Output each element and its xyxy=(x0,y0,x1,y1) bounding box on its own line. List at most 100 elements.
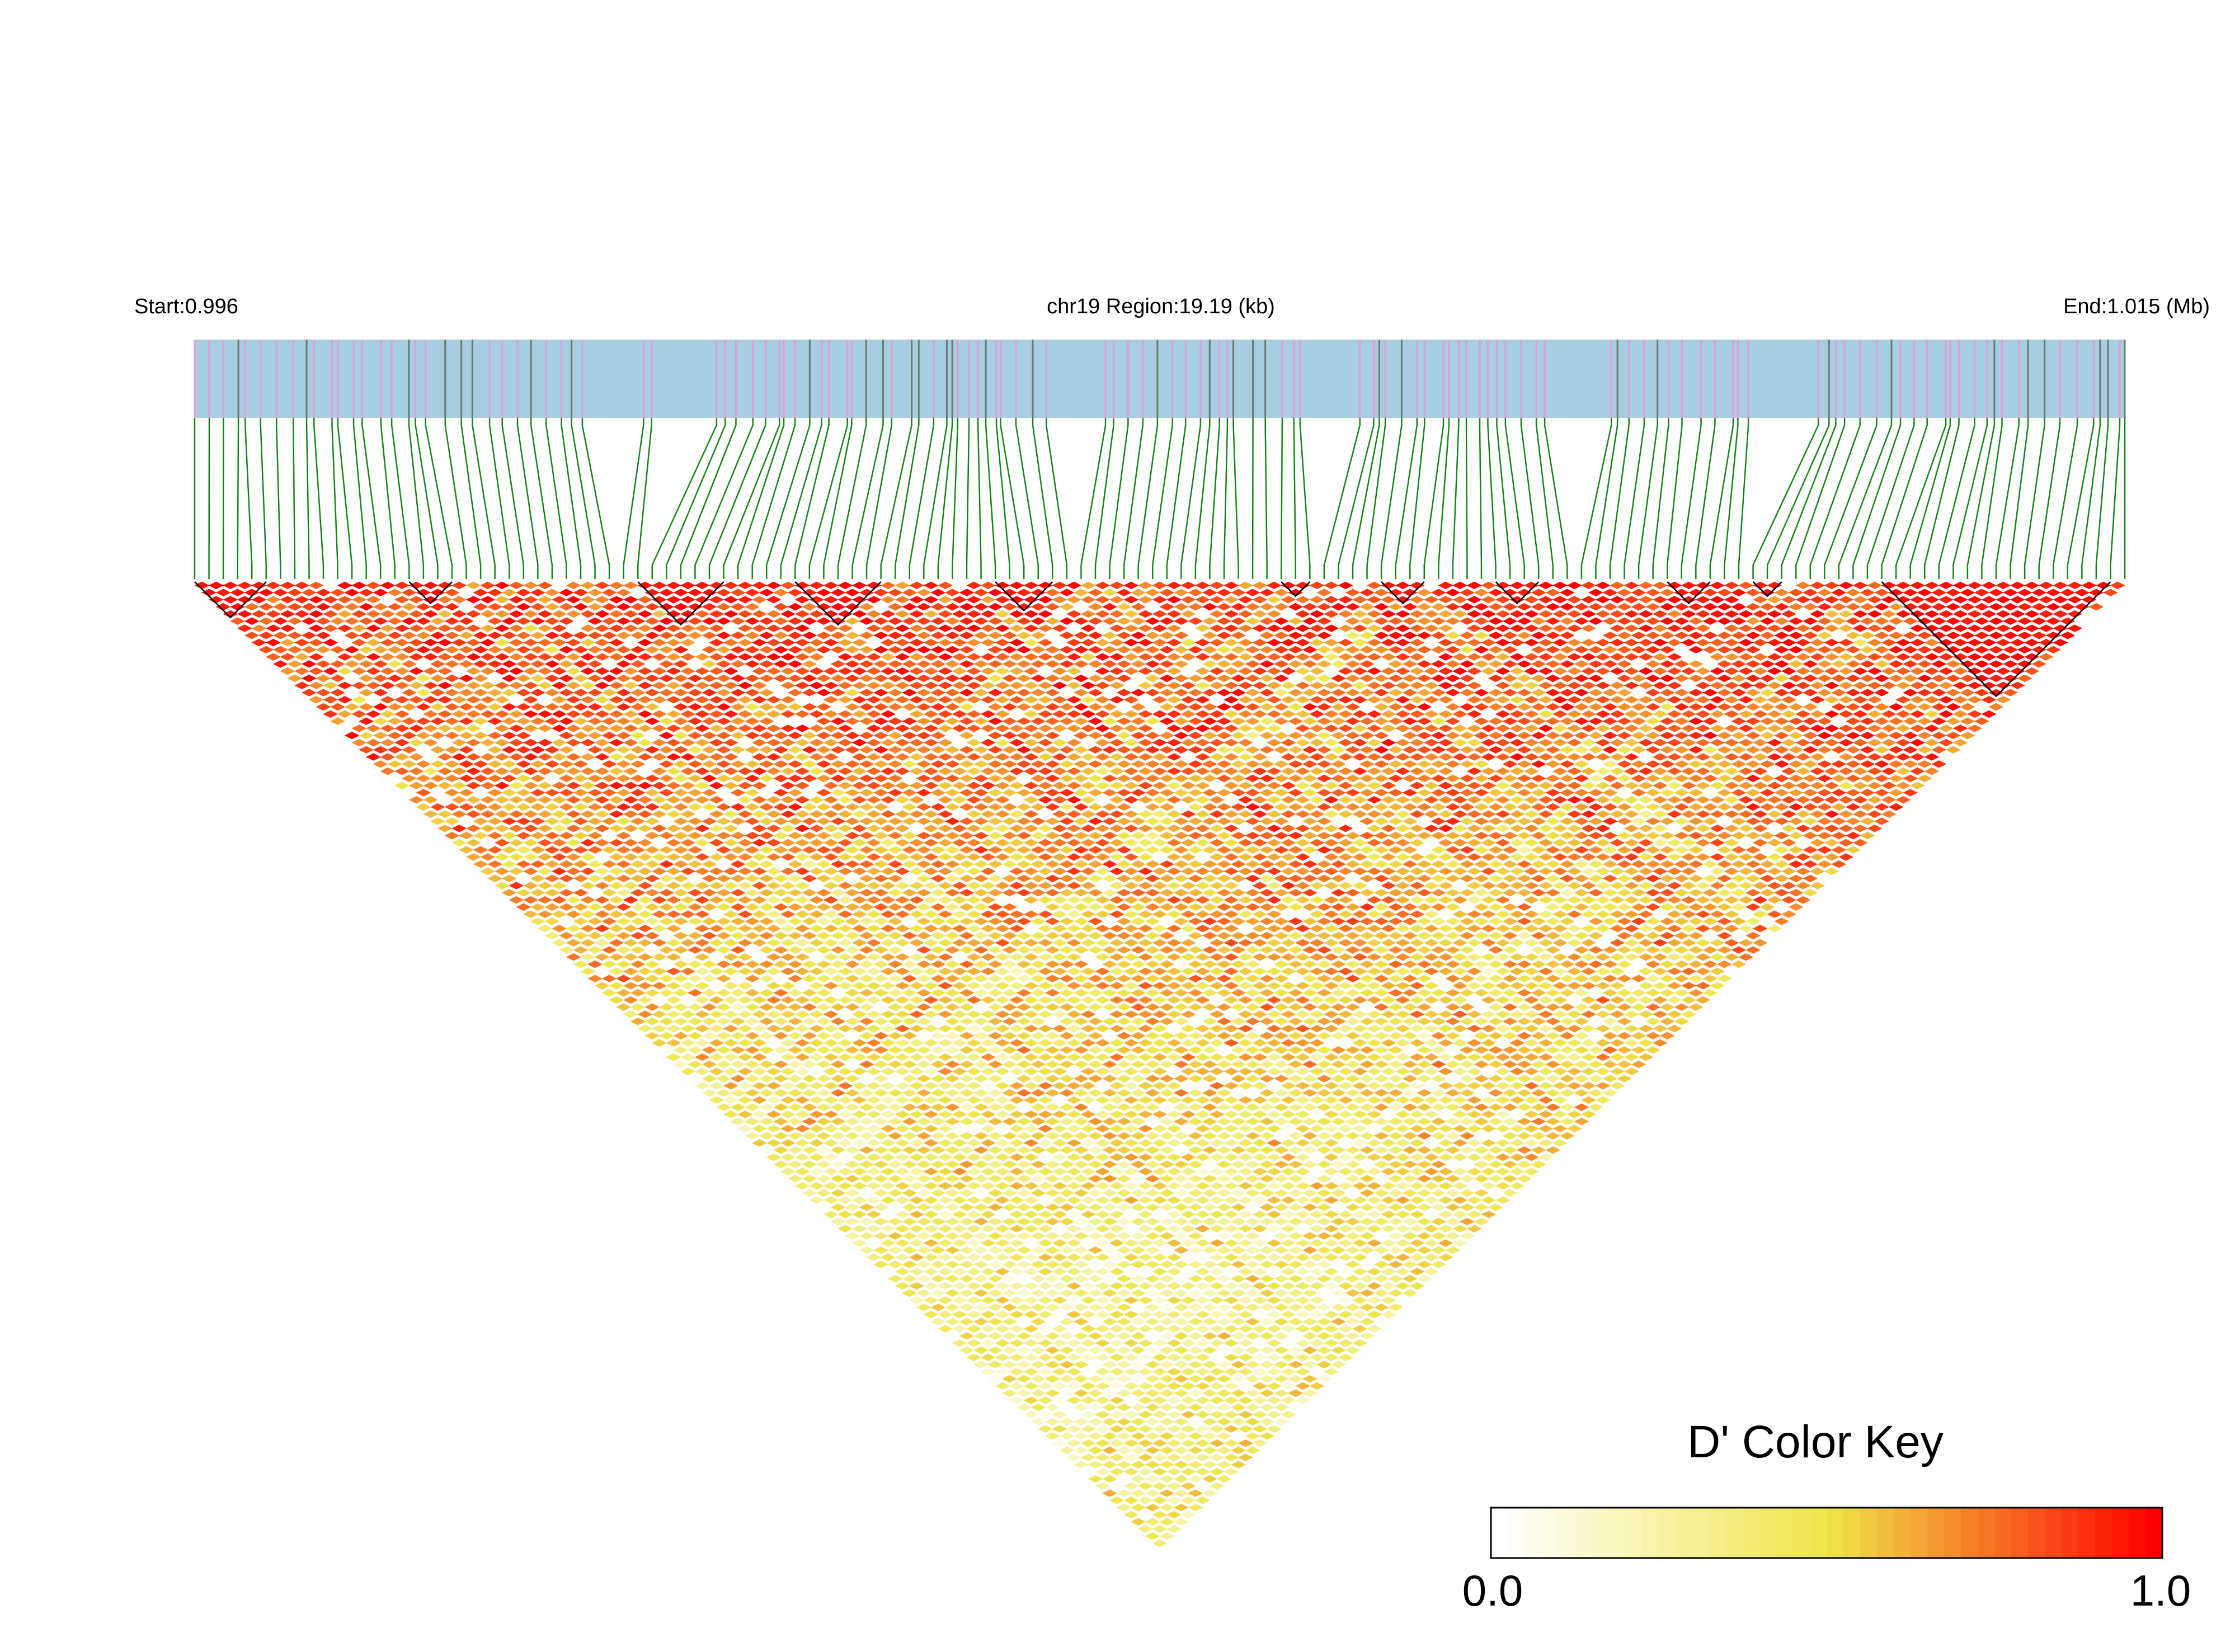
ld-cell xyxy=(959,831,975,840)
ld-cell xyxy=(1245,1275,1260,1283)
ld-cell xyxy=(802,831,817,840)
ld-cell xyxy=(1088,1146,1103,1154)
ld-cell xyxy=(823,910,839,918)
ld-cell xyxy=(694,910,710,918)
ld-cell xyxy=(1345,1346,1361,1354)
ld-cell xyxy=(902,1060,917,1069)
ld-cell xyxy=(909,1053,924,1061)
ld-cell xyxy=(1074,1461,1089,1469)
ld-cell xyxy=(1038,896,1053,904)
ld-cell xyxy=(573,789,589,797)
ld-cell xyxy=(752,610,767,618)
ld-cell xyxy=(459,760,474,768)
ld-cell xyxy=(873,831,889,840)
ld-cell xyxy=(1202,1203,1217,1211)
ld-cell xyxy=(1417,1275,1432,1283)
ld-cell xyxy=(373,617,388,625)
ld-cell xyxy=(938,1268,953,1276)
ld-cell xyxy=(837,1067,853,1076)
ld-cell xyxy=(802,860,817,868)
ld-cell xyxy=(509,653,524,661)
ld-cell xyxy=(1116,1289,1132,1297)
ld-cell xyxy=(923,782,939,789)
ld-cell xyxy=(745,1003,760,1011)
ld-cell xyxy=(709,896,724,904)
ld-cell xyxy=(1052,1124,1067,1133)
ld-cell xyxy=(330,632,345,639)
ld-cell xyxy=(501,660,517,668)
ld-cell xyxy=(1166,1153,1182,1161)
ld-cell xyxy=(1152,1368,1168,1376)
ld-cell xyxy=(501,646,517,654)
ld-cell xyxy=(1123,1496,1139,1504)
ld-cell xyxy=(1273,1389,1289,1397)
ld-cell xyxy=(1088,946,1103,954)
ld-cell xyxy=(823,1168,839,1175)
ld-cell xyxy=(930,889,946,897)
ld-cell xyxy=(480,667,496,675)
ld-cell xyxy=(902,946,917,954)
ld-cell xyxy=(1209,1082,1225,1090)
ld-cell xyxy=(723,610,738,618)
ld-cell xyxy=(373,646,388,654)
ld-cell xyxy=(730,903,746,911)
ld-cell xyxy=(1173,1232,1189,1240)
ld-cell xyxy=(1152,1382,1168,1390)
ld-cell xyxy=(752,1024,767,1033)
ld-cell xyxy=(1116,989,1132,997)
ld-cell xyxy=(737,581,753,590)
ld-cell xyxy=(1016,1389,1032,1397)
ld-cell xyxy=(902,1132,917,1140)
ld-cell xyxy=(923,882,939,889)
ld-cell xyxy=(673,789,689,797)
ld-cell xyxy=(559,903,574,911)
ld-cell xyxy=(1052,1368,1067,1376)
ld-cell xyxy=(1338,1296,1353,1304)
ld-cell xyxy=(1173,1461,1189,1469)
ld-cell xyxy=(859,1189,874,1197)
ld-cell xyxy=(1116,1189,1132,1197)
ld-cell xyxy=(830,903,846,911)
ld-cell xyxy=(1109,924,1124,933)
ld-cell xyxy=(601,703,617,711)
ld-cell xyxy=(902,989,917,997)
ld-cell xyxy=(1109,953,1124,961)
ld-cell xyxy=(809,924,825,933)
ld-cell xyxy=(459,717,474,725)
ld-cell xyxy=(1216,1217,1232,1226)
ld-cell xyxy=(916,1217,931,1226)
ld-cell xyxy=(702,1046,717,1054)
ld-cell xyxy=(1202,1489,1217,1497)
ld-cell xyxy=(909,1010,924,1018)
ld-cell xyxy=(873,1103,889,1111)
ld-cell xyxy=(688,789,703,797)
ld-cell xyxy=(680,638,696,647)
ld-cell xyxy=(1066,1253,1082,1262)
ld-cell xyxy=(1238,1253,1253,1262)
ld-cell xyxy=(644,617,660,625)
ld-cell xyxy=(780,1110,796,1118)
ld-cell xyxy=(451,638,467,647)
ld-cell xyxy=(1180,1268,1196,1276)
ld-cell xyxy=(959,903,975,911)
ld-cell xyxy=(587,803,603,811)
ld-cell xyxy=(1188,1389,1203,1397)
ld-cell xyxy=(530,632,545,639)
ld-cell xyxy=(1016,1018,1032,1025)
ld-cell xyxy=(830,646,846,654)
ld-cell xyxy=(794,953,810,961)
ld-cell xyxy=(1173,1217,1189,1226)
ld-cell xyxy=(794,939,810,947)
ld-cell xyxy=(501,746,517,754)
ld-cell xyxy=(1195,1396,1211,1404)
ld-cell xyxy=(1195,1453,1211,1462)
ld-cell xyxy=(673,975,689,982)
ld-cell xyxy=(1245,1246,1260,1254)
ld-cell xyxy=(845,989,860,997)
ld-cell xyxy=(530,789,545,797)
ld-cell xyxy=(616,746,632,754)
ld-cell xyxy=(609,796,624,804)
ld-cell xyxy=(702,989,717,997)
ld-cell xyxy=(816,989,831,997)
ld-cell xyxy=(1031,889,1046,897)
